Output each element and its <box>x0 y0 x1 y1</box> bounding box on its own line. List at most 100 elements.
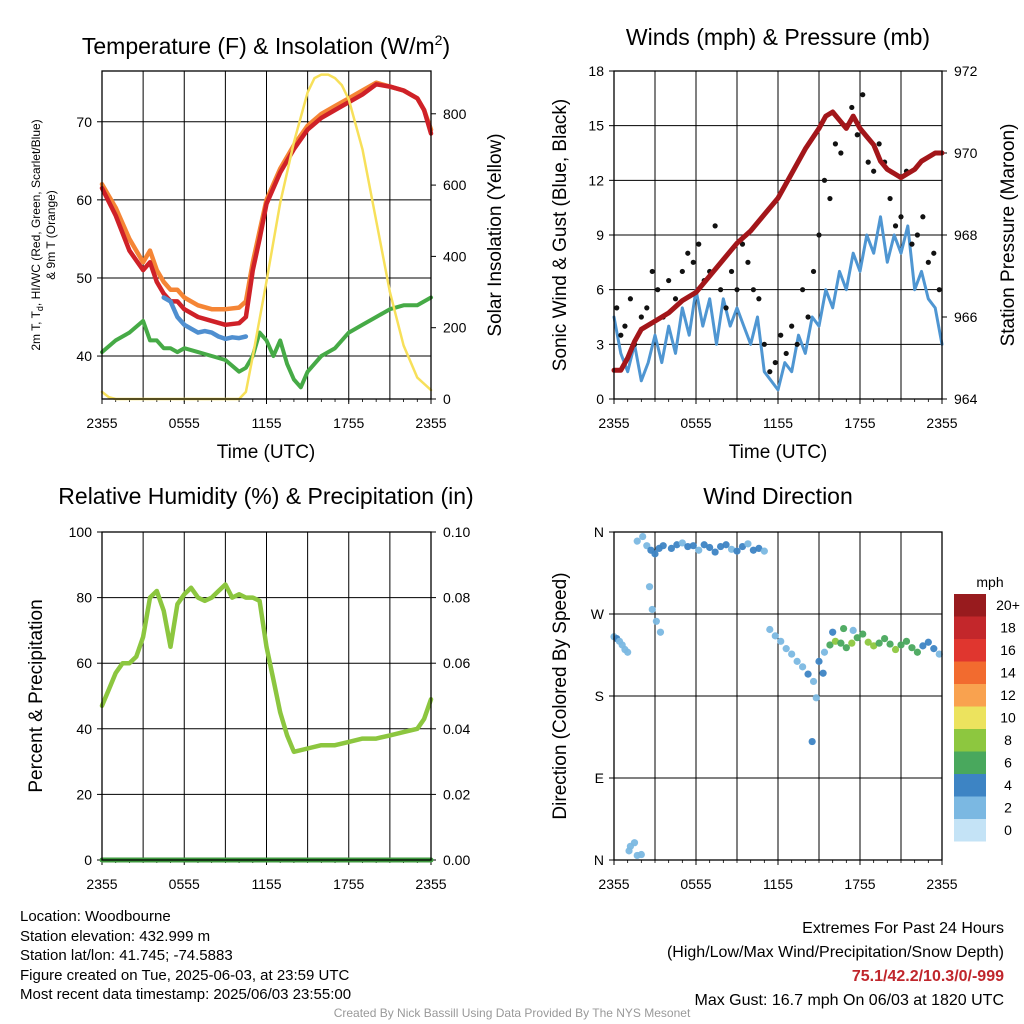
gust-point <box>865 159 871 165</box>
y-tick-label: W <box>591 606 605 622</box>
direction-point <box>689 542 697 550</box>
direction-point <box>624 648 632 656</box>
x-tick-label: 1155 <box>763 876 793 892</box>
gust-point <box>644 305 650 311</box>
y-tick-label: 0 <box>84 852 92 868</box>
direction-point <box>700 541 708 549</box>
gust-point <box>892 223 899 229</box>
figure-created: Figure created on Tue, 2025-06-03, at 23… <box>20 966 350 984</box>
direction-point <box>919 642 927 650</box>
wind-panel: Winds (mph) & Pressure (mb) Time (UTC) S… <box>550 24 1019 463</box>
legend-swatch <box>954 796 986 819</box>
gust-point <box>887 195 893 202</box>
gust-point <box>876 141 882 147</box>
wind-ylabel: Sonic Wind & Gust (Blue, Black) <box>550 99 571 371</box>
y2-tick-label: 0.10 <box>443 524 470 540</box>
direction-point <box>760 547 768 555</box>
direction-point <box>771 632 779 640</box>
direction-point <box>853 634 861 642</box>
x-tick-label: 1755 <box>844 415 875 431</box>
gust-point <box>936 287 942 293</box>
direction-point <box>652 617 660 625</box>
direction-point <box>837 639 845 647</box>
plot-frame <box>613 70 943 400</box>
gust-point <box>655 287 661 293</box>
direction-point <box>648 605 656 614</box>
direction-point <box>777 637 785 645</box>
series-line-1 <box>99 82 434 328</box>
gust-point <box>728 268 735 275</box>
y-tick-label: 0 <box>596 391 604 407</box>
credit-line: Created By Nick Bassill Using Data Provi… <box>333 1006 691 1020</box>
direction-point <box>840 624 848 633</box>
legend-label: 0 <box>1004 822 1012 838</box>
legend-swatch <box>954 751 986 774</box>
gust-point <box>712 223 718 229</box>
direction-point <box>930 645 938 653</box>
gust-point <box>789 323 795 329</box>
direction-point <box>897 641 905 649</box>
y-tick-label: E <box>595 770 604 786</box>
x-tick-label: 0555 <box>169 876 200 892</box>
direction-point <box>656 628 665 636</box>
gust-point <box>783 350 789 357</box>
gust-point <box>778 332 784 338</box>
gust-point <box>821 177 828 183</box>
direction-point <box>809 677 818 686</box>
gust-point <box>679 268 685 275</box>
y-tick-label: 18 <box>588 63 604 79</box>
legend-label: 16 <box>1000 642 1016 658</box>
y2-tick-label: 970 <box>954 145 978 161</box>
legend-label: 12 <box>1000 687 1016 703</box>
x-tick-label: 1755 <box>844 876 875 892</box>
temperature-ylabel-line2: & 9m T (Orange) <box>44 190 58 280</box>
x-tick-label: 2355 <box>598 876 629 892</box>
gust-point <box>794 341 800 347</box>
gust-point <box>827 195 833 202</box>
series-line-3 <box>100 295 433 390</box>
y-tick-label: 6 <box>596 282 604 298</box>
direction-point <box>766 625 774 634</box>
x-tick-label: 2355 <box>415 415 446 431</box>
gust-point <box>761 341 767 347</box>
direction-point <box>842 644 850 652</box>
gust-point <box>622 323 628 329</box>
direction-point <box>695 546 703 554</box>
gust-point <box>909 241 915 247</box>
direction-point <box>826 641 834 649</box>
gust-point <box>638 314 644 320</box>
direction-point <box>812 694 820 702</box>
y2-tick-label: 200 <box>443 320 467 336</box>
legend-label: 10 <box>1000 710 1016 726</box>
direction-point <box>831 637 840 645</box>
y-tick-label: N <box>594 852 604 868</box>
legend-label: 6 <box>1004 755 1012 771</box>
y-tick-label: 3 <box>596 336 604 352</box>
direction-panel: Wind Direction Direction (Colored By Spe… <box>550 483 1020 892</box>
y2-tick-label: 600 <box>443 177 467 193</box>
direction-point <box>804 670 812 678</box>
direction-point <box>815 657 823 665</box>
y-tick-label: 80 <box>76 590 92 606</box>
y2-tick-label: 0 <box>443 391 451 407</box>
direction-point <box>819 669 827 677</box>
x-tick-label: 2355 <box>415 876 446 892</box>
gust-point <box>690 259 696 265</box>
gust-point <box>854 132 860 138</box>
direction-point <box>630 839 639 847</box>
y-tick-label: 40 <box>76 721 92 737</box>
y2-tick-label: 964 <box>954 391 978 407</box>
y-tick-label: 50 <box>76 270 92 286</box>
y2-tick-label: 966 <box>954 309 978 325</box>
pressure-ylabel: Station Pressure (Maroon) <box>998 124 1019 347</box>
direction-point <box>788 650 796 658</box>
x-tick-label: 0555 <box>680 876 711 892</box>
x-tick-label: 2355 <box>86 876 117 892</box>
gust-point <box>860 92 866 98</box>
series-line-0 <box>99 582 434 755</box>
gust-point <box>718 287 724 293</box>
legend-swatch <box>954 684 986 707</box>
gust-point <box>627 296 634 302</box>
y-tick-label: 60 <box>76 655 92 671</box>
